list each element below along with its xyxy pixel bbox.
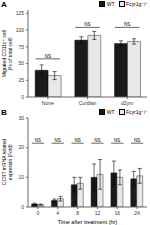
html-text:WT: WT	[106, 109, 115, 115]
svg-text:20: 20	[18, 144, 24, 150]
html-text:CCR7 mRNA related expressin (F: CCR7 mRNA related expressin (Fold)	[1, 139, 13, 186]
svg-text:8: 8	[76, 210, 79, 216]
svg-text:NS: NS	[55, 138, 61, 143]
svg-text:NS: NS	[84, 22, 90, 27]
svg-text:50: 50	[18, 60, 24, 66]
svg-text:4: 4	[56, 210, 59, 216]
html-text:A: A	[1, 0, 7, 9]
svg-text:d2ym: d2ym	[121, 100, 133, 106]
svg-text:10: 10	[18, 174, 24, 180]
svg-text:0: 0	[21, 204, 24, 210]
html-text:Fcγr1g⁻/⁻: Fcγr1g⁻/⁻	[126, 1, 148, 7]
svg-text:Time after treatment (hr): Time after treatment (hr)	[58, 219, 118, 225]
svg-text:100: 100	[16, 27, 25, 33]
html-text:B: B	[1, 108, 7, 117]
svg-text:25: 25	[18, 77, 24, 83]
html-text:WT: WT	[106, 1, 115, 7]
svg-text:12: 12	[95, 210, 101, 216]
html-text:Fcγr1g⁻/⁻: Fcγr1g⁻/⁻	[126, 109, 148, 115]
svg-text:24: 24	[134, 210, 140, 216]
svg-text:30: 30	[18, 115, 24, 121]
svg-text:NS: NS	[45, 54, 51, 59]
svg-text:75: 75	[18, 44, 24, 50]
svg-text:NS: NS	[114, 138, 120, 143]
svg-text:None: None	[42, 100, 54, 106]
svg-text:0: 0	[37, 210, 40, 216]
svg-text:NS: NS	[35, 138, 41, 143]
svg-text:16: 16	[114, 210, 120, 216]
svg-text:0: 0	[21, 94, 24, 100]
svg-text:NS: NS	[134, 138, 140, 143]
svg-text:125: 125	[16, 10, 25, 16]
html-text:Migrated CD11c⁺ cell (% of tot: Migrated CD11c⁺ cell (% of total cell)	[1, 29, 13, 78]
svg-text:NS: NS	[124, 22, 130, 27]
svg-text:NS: NS	[94, 138, 100, 143]
svg-text:NS: NS	[74, 138, 80, 143]
svg-text:Curdlan: Curdlan	[79, 100, 97, 106]
